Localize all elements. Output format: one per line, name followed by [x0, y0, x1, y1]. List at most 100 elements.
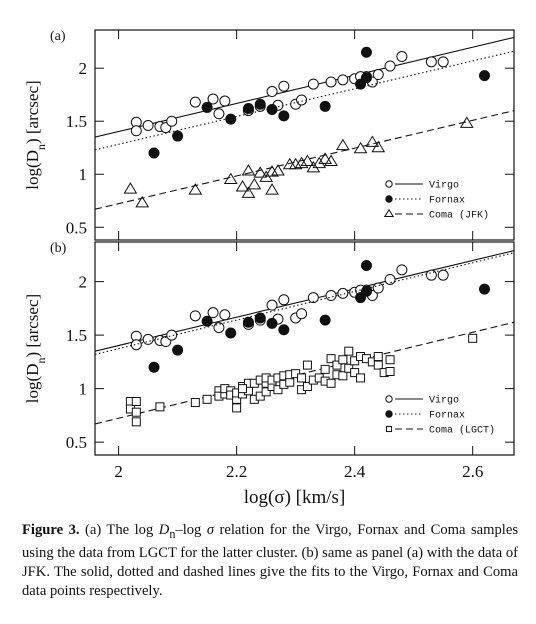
point [148, 361, 160, 373]
x-tick-label: 2.6 [462, 462, 483, 481]
legend-marker [383, 208, 395, 218]
point [278, 324, 290, 336]
point [372, 282, 384, 294]
point [142, 333, 154, 345]
point [332, 360, 342, 370]
x-axis-label: log(σ) [km/s] [244, 487, 346, 508]
point [337, 287, 349, 299]
point [365, 135, 380, 147]
point [242, 102, 254, 114]
point [190, 398, 200, 408]
plot-frame [94, 241, 515, 456]
point [135, 195, 150, 208]
point [271, 164, 285, 176]
point [247, 177, 262, 190]
y-axis-label-part: ) [arcsec] [23, 80, 42, 144]
point [344, 346, 354, 356]
point [130, 339, 142, 351]
point [326, 354, 336, 364]
point [131, 396, 141, 406]
point [338, 371, 348, 381]
caption-math: D [158, 522, 170, 538]
y-tick-label: 2 [79, 59, 88, 78]
point [232, 403, 242, 413]
legend-label: Virgo [429, 180, 459, 192]
point [155, 402, 165, 412]
point [325, 76, 337, 88]
y-axis-label-part: n [34, 144, 48, 150]
point [294, 156, 309, 169]
caption-text: –log [175, 522, 207, 538]
caption: Figure 3. (a) The log Dn–log σ relation … [22, 521, 518, 601]
panel-label: (a) [50, 29, 66, 44]
legend-marker [385, 410, 393, 418]
point [320, 364, 330, 374]
point [207, 307, 219, 319]
point [225, 327, 237, 339]
y-axis-label-part: log(D [23, 150, 42, 190]
y-tick-label: 1 [79, 380, 88, 399]
y-axis-label-part: n [34, 358, 48, 364]
legend-marker [385, 425, 393, 433]
point [253, 166, 268, 178]
point [282, 157, 297, 170]
y-tick-label: 1.5 [66, 326, 87, 345]
point [396, 51, 408, 63]
point [373, 352, 383, 362]
point [225, 113, 237, 125]
point [478, 70, 490, 82]
point [319, 314, 331, 326]
point [306, 160, 321, 173]
point [337, 74, 349, 86]
point [385, 355, 395, 365]
point [278, 294, 290, 306]
legend-marker [385, 395, 393, 403]
point [266, 317, 278, 329]
fit-line [95, 36, 514, 138]
point [396, 264, 408, 276]
point [166, 115, 178, 127]
legend-label: Fornax [429, 411, 465, 422]
point [142, 119, 154, 131]
fit-line [95, 252, 514, 355]
point [172, 344, 184, 356]
point [437, 56, 449, 68]
point [148, 147, 160, 159]
fit-line [95, 321, 514, 425]
point [425, 269, 437, 281]
point [172, 130, 184, 142]
point [265, 183, 279, 195]
point [312, 156, 327, 169]
point [425, 56, 437, 68]
point [302, 381, 312, 391]
y-axis-label-part: log(D [23, 364, 42, 404]
point [207, 93, 219, 105]
point [273, 385, 283, 395]
point [338, 355, 348, 365]
point [385, 367, 395, 377]
point [373, 360, 383, 370]
y-tick-label: 0.5 [66, 433, 87, 452]
plot-frame [94, 29, 515, 241]
figure: 0.511.52(a)log(Dn) [arcsec]VirgoFornaxCo… [23, 29, 515, 508]
point [266, 299, 278, 311]
point [459, 116, 474, 128]
point [307, 292, 319, 304]
point [266, 104, 278, 116]
point [213, 108, 225, 120]
point [285, 377, 295, 387]
point [241, 164, 256, 176]
point [478, 283, 490, 295]
point [189, 96, 201, 108]
caption-text: relation for the Virgo, Fornax and Coma … [22, 522, 518, 599]
point [131, 417, 141, 427]
point [189, 310, 201, 322]
point [297, 373, 307, 383]
point [235, 179, 250, 192]
point [319, 100, 331, 112]
point [261, 387, 271, 397]
y-axis-label: log(Dn) [arcsec] [23, 294, 48, 403]
point [123, 182, 138, 194]
y-tick-label: 1.5 [66, 112, 87, 131]
